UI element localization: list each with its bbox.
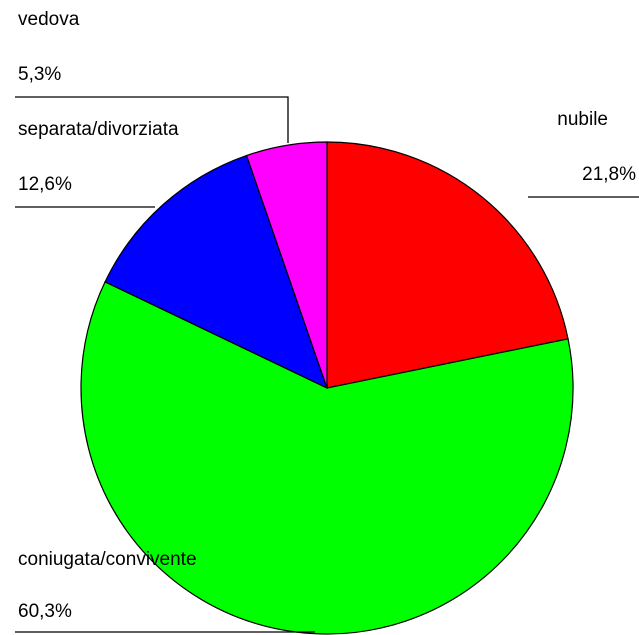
pie-slice	[104, 154, 329, 390]
slice-value-label: 21,8%	[582, 164, 636, 185]
slice-label: separata/divorziata	[18, 119, 179, 140]
slices	[80, 141, 574, 635]
slice-label: vedova	[18, 9, 80, 30]
slice-value-label: 5,3%	[18, 64, 61, 85]
slice-value-label: 12,6%	[18, 174, 72, 195]
pie-slice	[245, 141, 328, 389]
slice-label: coniugata/convivente	[18, 549, 197, 570]
pie-slice	[326, 141, 569, 389]
labels: nubile 21,8% coniugata/convivente 60,3% sepa…	[18, 9, 636, 622]
leader-line	[15, 96, 289, 143]
slice-label: nubile	[557, 109, 608, 130]
slice-value-label: 60,3%	[18, 601, 72, 622]
